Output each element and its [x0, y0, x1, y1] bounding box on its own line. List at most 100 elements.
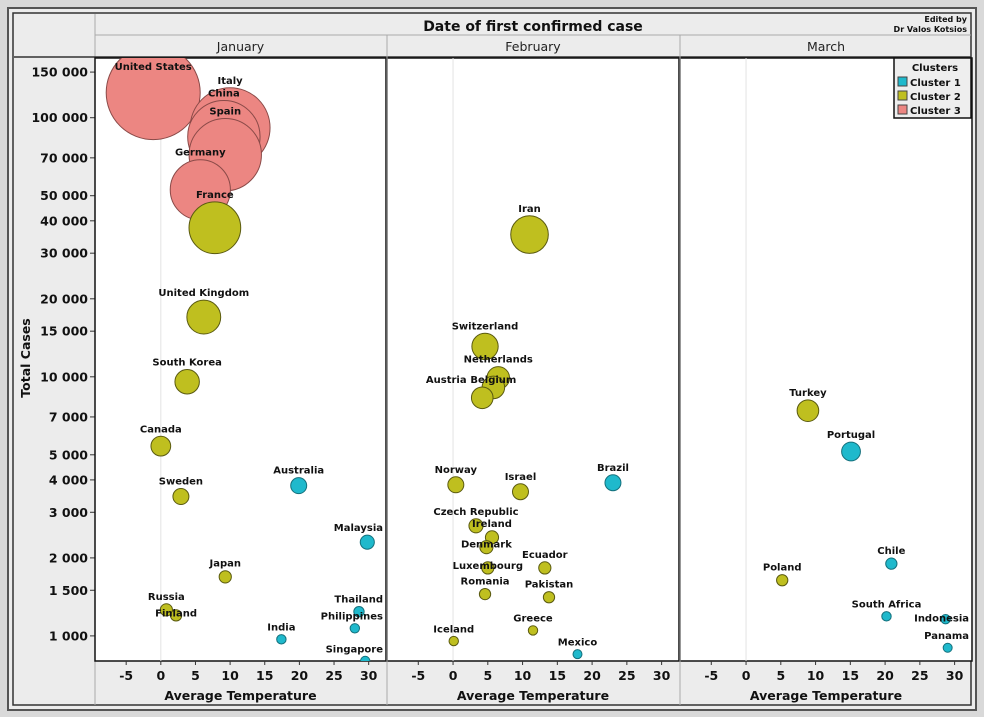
bubble-singapore	[360, 655, 371, 661]
data-label-mexico: Mexico	[558, 638, 598, 649]
x-tick-label: 10	[807, 668, 825, 683]
data-label-greece: Greece	[513, 614, 553, 625]
bubble-turkey	[796, 399, 820, 422]
legend-label-cluster-3: Cluster 3	[910, 106, 961, 117]
data-label-thailand: Thailand	[334, 595, 383, 606]
bubble-portugal	[841, 441, 861, 462]
y-tick-label: 70 000	[40, 150, 88, 165]
data-label-iran: Iran	[518, 204, 541, 215]
legend-label-cluster-2: Cluster 2	[910, 92, 961, 103]
bubble-india	[276, 634, 287, 645]
x-tick-label: -5	[119, 668, 133, 683]
panel-labels-march: Turkey Portugal Chile Poland South Africa Ind…	[763, 388, 969, 642]
x-tick-label: 5	[483, 668, 492, 683]
data-label-japan: Japan	[209, 559, 242, 570]
bubble-austria	[470, 386, 494, 410]
bubble-luxembourg	[481, 561, 495, 575]
chart-title: Date of first confirmed case	[423, 19, 643, 35]
data-label-brazil: Brazil	[597, 463, 629, 474]
bubble-brazil	[604, 474, 622, 492]
panel-header-march: March	[807, 39, 845, 54]
x-tick-label: -5	[411, 668, 425, 683]
y-tick-label: 5 000	[49, 447, 88, 462]
bubble-finland	[169, 609, 183, 622]
bubble-thailand	[353, 606, 365, 618]
y-tick-label: 4 000	[49, 472, 88, 487]
data-label-russia: Russia	[148, 592, 185, 603]
panel-header-january: January	[216, 39, 265, 54]
data-label-china: China	[208, 88, 240, 99]
data-label-sweden: Sweden	[159, 477, 203, 488]
panel-plot-area	[386, 57, 680, 662]
bubble-canada	[150, 435, 172, 457]
y-tick-label: 1 500	[49, 583, 88, 598]
x-tick-label: -5	[704, 668, 718, 683]
y-tick-label: 40 000	[40, 213, 88, 228]
data-label-australia: Australia	[273, 466, 324, 477]
panel-labels-february: Iran Switzerland Netherlands BelgiumAustria…	[426, 204, 629, 649]
bubble-czech-republic	[468, 518, 484, 534]
y-tick-label: 1 000	[49, 628, 88, 643]
bubble-south-africa	[881, 611, 892, 622]
panel-bubbles-february	[447, 215, 622, 660]
x-tick-label: 20	[583, 668, 601, 683]
bubble-greece	[527, 625, 539, 636]
x-tick-label: 5	[191, 668, 200, 683]
bubble-sweden	[172, 488, 190, 506]
legend: Clusters Cluster 1 Cluster 2 Cluster 3	[893, 57, 972, 119]
x-tick-label: 15	[842, 668, 859, 683]
data-label-chile: Chile	[877, 546, 905, 557]
y-tick-label: 10 000	[40, 369, 88, 384]
x-tick-label: 25	[911, 668, 928, 683]
x-tick-label: 0	[156, 668, 165, 683]
bubble-malaysia	[359, 534, 375, 550]
x-tick-label: 25	[618, 668, 635, 683]
data-label-germany: Germany	[175, 148, 226, 159]
data-label-poland: Poland	[763, 563, 802, 574]
bubble-united-kingdom	[186, 299, 222, 335]
data-label-india: India	[267, 623, 295, 634]
bubble-denmark	[479, 540, 494, 555]
bubble-australia	[290, 477, 308, 495]
x-tick-label: 10	[514, 668, 532, 683]
data-label-czech-republic: Czech Republic	[433, 507, 518, 518]
bubble-poland	[776, 574, 789, 587]
y-tick-label: 30 000	[40, 246, 88, 261]
data-label-netherlands: Netherlands	[464, 355, 533, 366]
bubble-france	[188, 201, 242, 255]
bubble-philippines	[349, 623, 361, 634]
y-axis-label: Total Cases	[18, 318, 33, 397]
data-label-south-korea: South Korea	[152, 358, 221, 369]
data-label-belgium: Belgium	[470, 375, 516, 386]
y-tick-label: 150 000	[31, 65, 88, 80]
x-tick-label: 10	[221, 668, 239, 683]
bubble-mexico	[572, 649, 583, 660]
x-tick-label: 30	[946, 668, 964, 683]
data-label-luxembourg: Luxembourg	[453, 561, 523, 572]
data-label-united-states: United States	[115, 62, 192, 73]
data-label-indonesia: Indonesia	[914, 613, 969, 624]
x-tick-label: 0	[449, 668, 458, 683]
y-tick-label: 7 000	[49, 409, 88, 424]
credit-line-1: Edited by	[924, 15, 967, 24]
legend-swatch-cluster-3	[897, 104, 908, 115]
credit-line-2: Dr Valos Kotsios	[894, 25, 968, 34]
x-tick-label: 5	[776, 668, 785, 683]
data-label-iceland: Iceland	[433, 624, 474, 635]
panel-header-february: February	[505, 39, 561, 54]
x-tick-label: 20	[291, 668, 309, 683]
data-label-finland: Finland	[155, 609, 197, 620]
y-tick-label: 2 000	[49, 550, 88, 565]
x-tick-label: 0	[742, 668, 751, 683]
bubble-pakistan	[542, 591, 556, 604]
data-label-philippines: Philippines	[321, 612, 383, 623]
y-tick-label: 15 000	[40, 324, 88, 339]
x-axis-label: Average Temperature	[750, 688, 902, 703]
legend-title: Clusters	[912, 63, 958, 74]
y-tick-label: 100 000	[31, 110, 88, 125]
x-tick-label: 25	[325, 668, 342, 683]
data-label-malaysia: Malaysia	[334, 523, 383, 534]
x-tick-label: 15	[256, 668, 273, 683]
x-tick-label: 30	[360, 668, 378, 683]
